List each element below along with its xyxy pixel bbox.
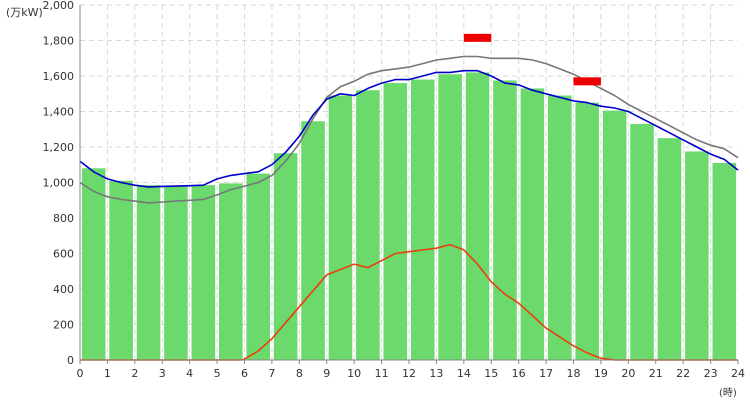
x-tick-label: 20 [621, 367, 635, 380]
y-tick-label: 1,200 [43, 141, 75, 154]
x-tick-label: 7 [268, 367, 275, 380]
gray-series-line [79, 55, 739, 204]
hourly-bar [712, 162, 737, 360]
hourly-bar [493, 80, 517, 360]
hourly-bar [520, 88, 545, 361]
hourly-bar [219, 183, 243, 360]
hourly-bar [383, 83, 408, 360]
hourly-bar [81, 168, 106, 360]
x-tick-label: 3 [159, 367, 166, 380]
x-tick-label: 11 [375, 367, 389, 380]
x-tick-label: 15 [484, 367, 498, 380]
y-tick-label: 1,800 [43, 35, 75, 48]
x-axis-unit-label: (時) [719, 387, 737, 399]
y-tick-label: 800 [53, 212, 74, 225]
x-tick-label: 23 [704, 367, 718, 380]
hourly-bar [301, 121, 325, 360]
x-tick-label: 10 [347, 367, 361, 380]
axis-layer: 02004006008001,0001,2001,4001,6001,8002,… [43, 0, 746, 380]
x-tick-label: 4 [186, 367, 193, 380]
y-tick-label: 1,600 [43, 70, 75, 83]
x-tick-label: 19 [594, 367, 608, 380]
hourly-bar [465, 72, 490, 360]
y-tick-label: 2,000 [43, 0, 75, 12]
grid-layer [80, 4, 738, 360]
y-tick-label: 0 [67, 354, 74, 367]
hourly-bar [630, 123, 654, 360]
bars-layer [81, 72, 737, 361]
x-tick-label: 14 [457, 367, 471, 380]
x-tick-label: 5 [214, 367, 221, 380]
lines-layer [79, 55, 739, 361]
y-tick-label: 1,400 [43, 106, 75, 119]
hourly-bar [410, 79, 435, 361]
x-tick-label: 9 [323, 367, 330, 380]
x-tick-label: 16 [512, 367, 526, 380]
peak-marker [573, 77, 601, 86]
hourly-bar [109, 180, 133, 360]
hourly-bar [548, 95, 572, 361]
x-tick-label: 17 [539, 367, 553, 380]
hourly-bar [438, 74, 462, 360]
hourly-bar [356, 90, 380, 360]
y-tick-label: 200 [53, 319, 74, 332]
x-tick-label: 2 [131, 367, 138, 380]
x-tick-label: 12 [402, 367, 416, 380]
hourly-bar [191, 185, 216, 360]
x-tick-label: 21 [649, 367, 663, 380]
hourly-bar [164, 186, 188, 360]
peak-marker [463, 33, 492, 42]
x-tick-label: 1 [104, 367, 111, 380]
hourly-bar [685, 151, 709, 360]
x-tick-label: 18 [567, 367, 581, 380]
x-tick-label: 13 [429, 367, 443, 380]
x-tick-label: 8 [296, 367, 303, 380]
hourly-bar [246, 173, 270, 360]
hourly-bar [273, 153, 298, 360]
orange-series-line [80, 243, 738, 361]
y-axis-unit-label: (万kW) [6, 6, 43, 19]
y-tick-label: 1,000 [43, 177, 75, 190]
x-tick-label: 6 [241, 367, 248, 380]
hourly-bar [657, 138, 682, 360]
hourly-bar [328, 95, 353, 361]
blue-series-line [79, 69, 739, 188]
markers-layer [463, 33, 601, 86]
hourly-bar [602, 110, 627, 360]
hourly-bar [575, 102, 599, 360]
x-tick-label: 22 [676, 367, 690, 380]
x-tick-label: 24 [731, 367, 745, 380]
x-tick-label: 0 [77, 367, 84, 380]
y-tick-label: 600 [53, 248, 74, 261]
hourly-bar [136, 185, 161, 360]
y-tick-label: 400 [53, 283, 74, 296]
